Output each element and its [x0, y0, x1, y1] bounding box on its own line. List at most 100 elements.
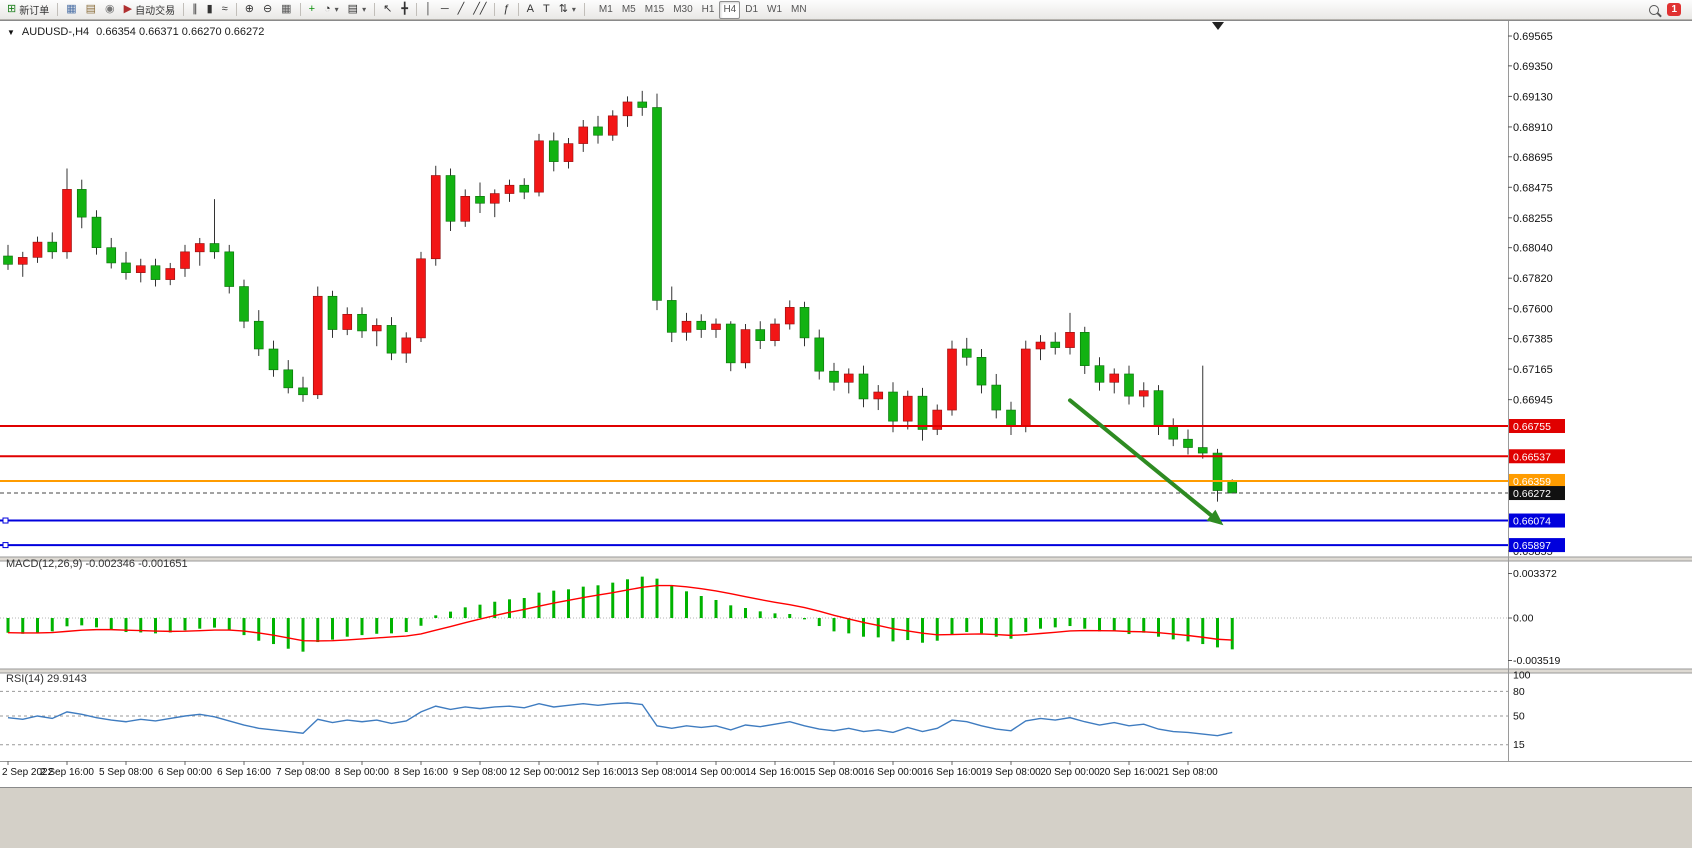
svg-text:0.67165: 0.67165: [1513, 364, 1553, 376]
svg-text:-0.003519: -0.003519: [1513, 655, 1560, 667]
horizontal-line-0.66074[interactable]: 0.66074: [0, 513, 1565, 528]
rsi-panel: RSI(14) 29.9143 100 80 50 15: [0, 670, 1531, 751]
svg-text:50: 50: [1513, 711, 1525, 723]
zoom-in-button[interactable]: ⊕: [241, 1, 258, 19]
svg-text:15: 15: [1513, 739, 1525, 751]
autotrading-button[interactable]: ▶ 自动交易: [120, 1, 179, 19]
chart-shift-marker[interactable]: [1212, 22, 1224, 30]
toolbar-separator: [494, 3, 496, 16]
equidistant-channel-icon: ╱╱: [473, 3, 487, 15]
price-axis: 0.69565 0.69350 0.69130 0.68910 0.68695 0.684…: [1508, 31, 1553, 558]
svg-text:0.66945: 0.66945: [1513, 395, 1553, 407]
fibonacci-icon: ƒ: [503, 3, 510, 15]
timeframe-d1-button[interactable]: D1: [745, 4, 759, 15]
timeframe-h4-button[interactable]: H4: [719, 0, 741, 19]
timeframe-h1-button[interactable]: H1: [701, 4, 715, 15]
bar-chart-button[interactable]: ∥: [188, 1, 202, 19]
svg-text:12 Sep 00:00: 12 Sep 00:00: [509, 767, 569, 778]
horizontal-line-0.66537[interactable]: 0.66537: [0, 449, 1565, 464]
svg-text:13 Sep 08:00: 13 Sep 08:00: [627, 767, 687, 778]
text-label-icon: T: [542, 3, 550, 15]
svg-text:0.68255: 0.68255: [1513, 213, 1553, 225]
templates-button[interactable]: ▤ ▾: [344, 1, 370, 19]
notification-badge[interactable]: 1: [1667, 3, 1681, 16]
fibonacci-button[interactable]: ƒ: [499, 1, 513, 19]
profiles-icon: ▤: [85, 3, 97, 15]
timeframe-m5-button[interactable]: M5: [621, 4, 636, 15]
svg-text:5 Sep 08:00: 5 Sep 08:00: [99, 767, 153, 778]
svg-text:0.67385: 0.67385: [1513, 334, 1553, 346]
indicators-button[interactable]: +: [305, 1, 319, 19]
timeframe-m15-button[interactable]: M15: [644, 4, 665, 15]
horizontal-line-button[interactable]: ─: [437, 1, 453, 19]
svg-text:0.67600: 0.67600: [1513, 304, 1553, 316]
vertical-line-button[interactable]: │: [421, 1, 436, 19]
horizontal-line-icon: ─: [440, 3, 449, 15]
price-tag: [1509, 513, 1565, 528]
svg-text:20 Sep 16:00: 20 Sep 16:00: [1099, 767, 1159, 778]
symbol-dropdown-icon[interactable]: ▼: [7, 27, 15, 37]
horizontal-line-0.66755[interactable]: 0.66755: [0, 419, 1565, 434]
new-order-button[interactable]: ⊞ 新订单: [3, 1, 53, 19]
horizontal-line-0.65897[interactable]: 0.65897: [0, 538, 1565, 553]
cursor-icon: ↖: [383, 3, 393, 15]
tile-windows-icon: ▦: [281, 3, 292, 15]
timeframe-mn-button[interactable]: MN: [791, 4, 807, 15]
svg-text:16 Sep 16:00: 16 Sep 16:00: [922, 767, 982, 778]
timeframe-m1-button[interactable]: M1: [598, 4, 613, 15]
toolbar-separator: [583, 3, 585, 16]
arrows-button[interactable]: ⇅ ▾: [555, 1, 580, 19]
svg-text:2 Sep 2022: 2 Sep 2022: [2, 767, 54, 778]
rsi-line: [7, 702, 1233, 737]
toolbar-separator: [517, 3, 519, 16]
tile-windows-button[interactable]: ▦: [277, 1, 295, 19]
svg-text:6 Sep 16:00: 6 Sep 16:00: [217, 767, 271, 778]
periods-caret-icon[interactable]: ▾: [334, 5, 339, 14]
sound-alerts-button[interactable]: ◉: [101, 1, 119, 19]
vertical-line-icon: │: [424, 3, 432, 15]
svg-text:9 Sep 08:00: 9 Sep 08:00: [453, 767, 507, 778]
charts-button[interactable]: ▦: [62, 1, 80, 19]
autotrading-icon: ▶: [123, 3, 133, 15]
price-tag: [1509, 538, 1565, 553]
zoom-out-button[interactable]: ⊖: [259, 1, 276, 19]
current-price-tag: [1509, 486, 1565, 501]
templates-caret-icon[interactable]: ▾: [362, 5, 367, 14]
trendline-button[interactable]: ╱: [454, 1, 469, 19]
toolbar-separator: [415, 3, 417, 16]
candlestick-chart-icon: ▮: [206, 3, 213, 15]
svg-text:0.65897: 0.65897: [1513, 540, 1551, 552]
macd-panel: MACD(12,26,9) -0.002346 -0.001651 0.00337…: [0, 558, 1560, 667]
arrows-caret-icon[interactable]: ▾: [571, 5, 576, 14]
macd-signal-line: [7, 584, 1233, 642]
text-button[interactable]: A: [523, 1, 538, 19]
search-icon[interactable]: [1649, 4, 1660, 15]
zoom-in-icon: ⊕: [244, 3, 254, 15]
arrows-icon: ⇅: [558, 3, 568, 15]
panel-divider[interactable]: [0, 669, 1692, 673]
svg-text:8 Sep 00:00: 8 Sep 00:00: [335, 767, 389, 778]
timeframe-w1-button[interactable]: W1: [767, 4, 783, 15]
equidistant-channel-button[interactable]: ╱╱: [469, 1, 490, 19]
crosshair-button[interactable]: ╋: [397, 1, 412, 19]
line-chart-button[interactable]: ≈: [218, 1, 232, 19]
line-chart-icon: ≈: [221, 3, 228, 15]
svg-text:0.66537: 0.66537: [1513, 451, 1551, 463]
timeframe-m30-button[interactable]: M30: [673, 4, 693, 15]
profiles-button[interactable]: ▤: [82, 1, 100, 19]
periods-button[interactable]: ◔ ▾: [320, 1, 343, 19]
text-label-button[interactable]: T: [539, 1, 554, 19]
svg-text:0.66359: 0.66359: [1513, 476, 1551, 488]
timeframe-toolbar: M1 M5 M15 M30 H1 H4 D1 W1 MN: [595, 0, 811, 19]
panel-divider[interactable]: [0, 557, 1692, 561]
svg-text:20 Sep 00:00: 20 Sep 00:00: [1040, 767, 1100, 778]
indicators-icon: +: [308, 3, 315, 15]
horizontal-line-0.66359[interactable]: 0.66359: [0, 473, 1565, 488]
candlestick-chart-button[interactable]: ▮: [203, 1, 217, 19]
svg-text:14 Sep 16:00: 14 Sep 16:00: [745, 767, 805, 778]
svg-text:12 Sep 16:00: 12 Sep 16:00: [568, 767, 628, 778]
price-chart-canvas[interactable]: 0.69565 0.69350 0.69130 0.68910 0.68695 0.684…: [0, 21, 1692, 787]
trend-arrow-object[interactable]: [1068, 398, 1224, 526]
cursor-button[interactable]: ↖: [379, 1, 396, 19]
